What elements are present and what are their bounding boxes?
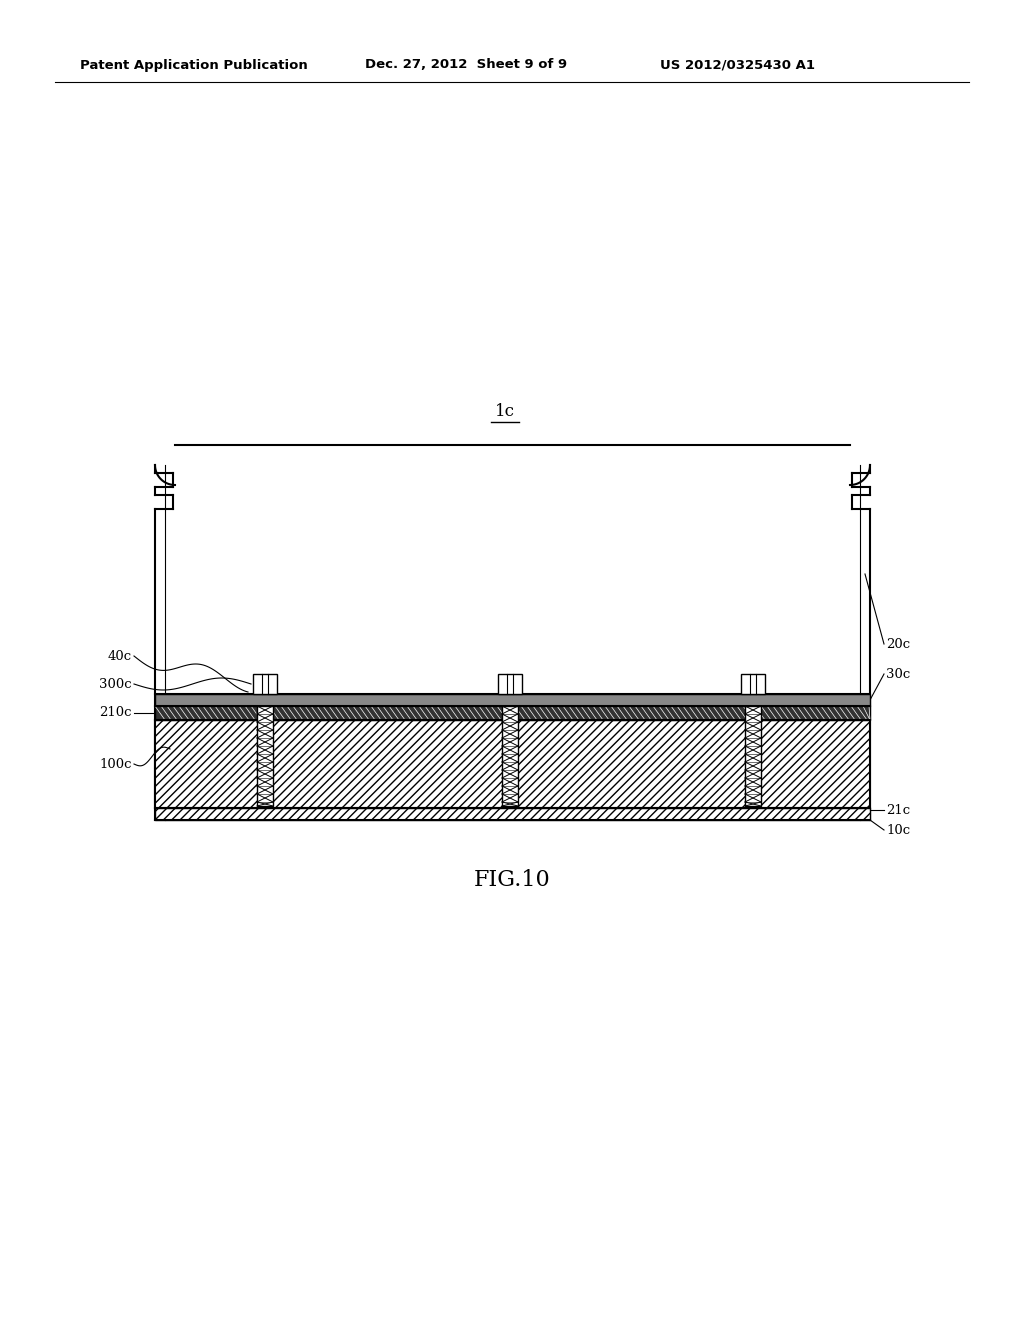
Text: Dec. 27, 2012  Sheet 9 of 9: Dec. 27, 2012 Sheet 9 of 9 bbox=[365, 58, 567, 71]
Text: 1c: 1c bbox=[495, 403, 515, 420]
Text: Patent Application Publication: Patent Application Publication bbox=[80, 58, 308, 71]
Bar bbox=[155, 719, 870, 808]
Bar bbox=[155, 694, 870, 706]
Text: 210c: 210c bbox=[99, 706, 132, 719]
Bar bbox=[253, 675, 278, 694]
Text: 300c: 300c bbox=[99, 677, 132, 690]
Text: 10c: 10c bbox=[886, 824, 910, 837]
Bar bbox=[257, 706, 273, 807]
Text: US 2012/0325430 A1: US 2012/0325430 A1 bbox=[660, 58, 815, 71]
Text: 30c: 30c bbox=[886, 668, 910, 681]
Text: 21c: 21c bbox=[886, 804, 910, 817]
Bar bbox=[502, 706, 518, 807]
Bar bbox=[745, 706, 761, 807]
Text: 40c: 40c bbox=[108, 649, 132, 663]
Text: 20c: 20c bbox=[886, 638, 910, 651]
Bar bbox=[498, 675, 522, 694]
Bar bbox=[155, 808, 870, 820]
Text: 100c: 100c bbox=[99, 758, 132, 771]
Text: FIG.10: FIG.10 bbox=[474, 869, 550, 891]
Bar bbox=[741, 675, 765, 694]
Bar bbox=[155, 706, 870, 719]
